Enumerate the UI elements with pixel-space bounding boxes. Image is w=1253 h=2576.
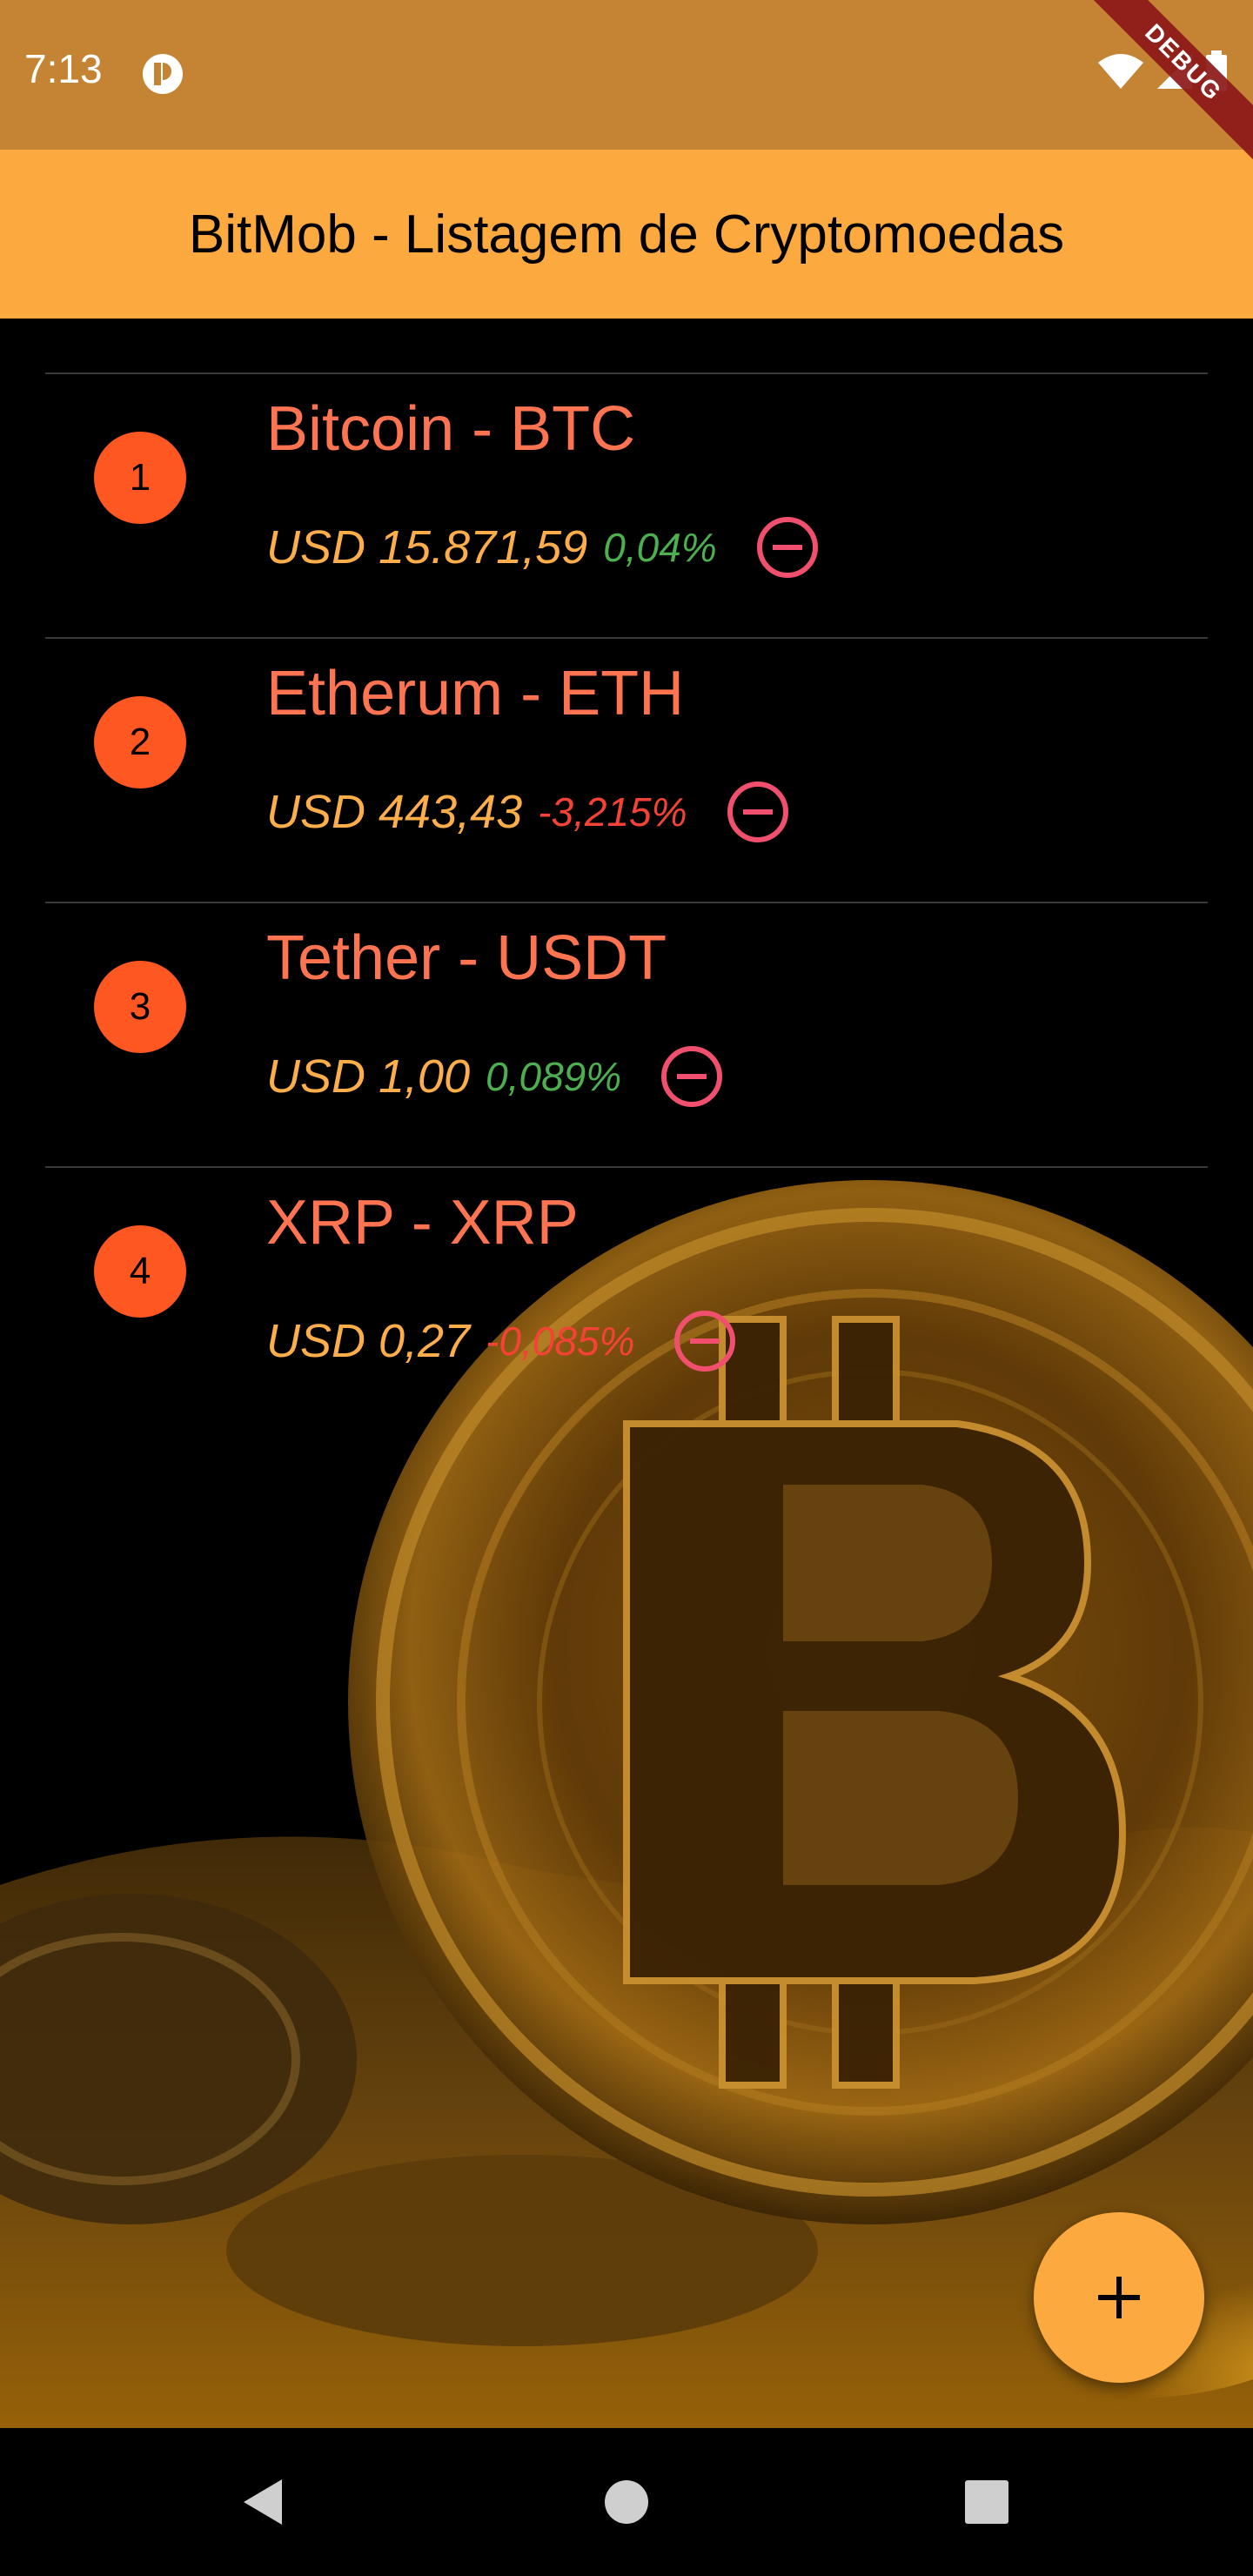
coin-details: USD 15.871,59 0,04% (266, 515, 820, 580)
app-bar: BitMob - Listagem de Cryptomoedas (0, 150, 1253, 319)
remove-circle-icon (674, 1311, 736, 1372)
remove-button[interactable] (673, 1309, 737, 1373)
crypto-row[interactable]: 1 Bitcoin - BTC USD 15.871,59 0,04% (45, 372, 1208, 637)
coin-name: Tether - USDT (266, 923, 667, 993)
coin-details: USD 443,43 -3,215% (266, 780, 790, 844)
rank-avatar: 4 (94, 1225, 186, 1318)
remove-circle-icon (727, 782, 788, 842)
remove-circle-icon (756, 517, 818, 578)
coin-change: -3,215% (538, 789, 687, 835)
crypto-row[interactable]: 3 Tether - USDT USD 1,00 0,089% (45, 902, 1208, 1166)
recents-icon (965, 2480, 1008, 2524)
back-icon (244, 2479, 282, 2525)
rank-avatar: 1 (94, 432, 186, 524)
remove-circle-icon (661, 1046, 723, 1107)
app-notification-icon (143, 54, 183, 94)
status-bar: 7:13 DEBUG (0, 0, 1253, 169)
coin-change: 0,089% (486, 1054, 622, 1099)
crypto-row[interactable]: 2 Etherum - ETH USD 443,43 -3,215% (45, 637, 1208, 902)
app-title: BitMob - Listagem de Cryptomoedas (188, 204, 1065, 265)
wifi-icon (1098, 54, 1143, 89)
coin-name: Bitcoin - BTC (266, 394, 636, 464)
coin-name: Etherum - ETH (266, 659, 685, 728)
crypto-row[interactable]: 4 XRP - XRP USD 0,27 -0,085% (45, 1166, 1208, 1431)
status-time: 7:13 (24, 46, 103, 91)
coin-details: USD 1,00 0,089% (266, 1044, 724, 1109)
plus-icon (1098, 2277, 1140, 2318)
coin-change: 0,04% (603, 525, 717, 570)
coin-price: USD 0,27 (266, 1315, 471, 1367)
coin-price: USD 1,00 (266, 1050, 471, 1103)
coin-name: XRP - XRP (266, 1188, 579, 1258)
home-button[interactable] (583, 2459, 670, 2546)
remove-button[interactable] (726, 780, 790, 844)
remove-button[interactable] (660, 1044, 724, 1109)
rank-avatar: 3 (94, 961, 186, 1053)
add-crypto-button[interactable] (1034, 2212, 1204, 2383)
crypto-list: 1 Bitcoin - BTC USD 15.871,59 0,04% 2 Et… (45, 372, 1208, 1431)
back-button[interactable] (219, 2459, 306, 2546)
coin-details: USD 0,27 -0,085% (266, 1309, 737, 1373)
system-nav-bar (0, 2428, 1253, 2576)
home-icon (605, 2480, 648, 2524)
coin-price: USD 15.871,59 (266, 521, 588, 574)
recents-button[interactable] (943, 2459, 1030, 2546)
coin-price: USD 443,43 (266, 786, 523, 838)
coin-change: -0,085% (486, 1318, 635, 1364)
remove-button[interactable] (755, 515, 820, 580)
crypto-list-body: 1 Bitcoin - BTC USD 15.871,59 0,04% 2 Et… (0, 319, 1253, 2428)
rank-avatar: 2 (94, 696, 186, 788)
